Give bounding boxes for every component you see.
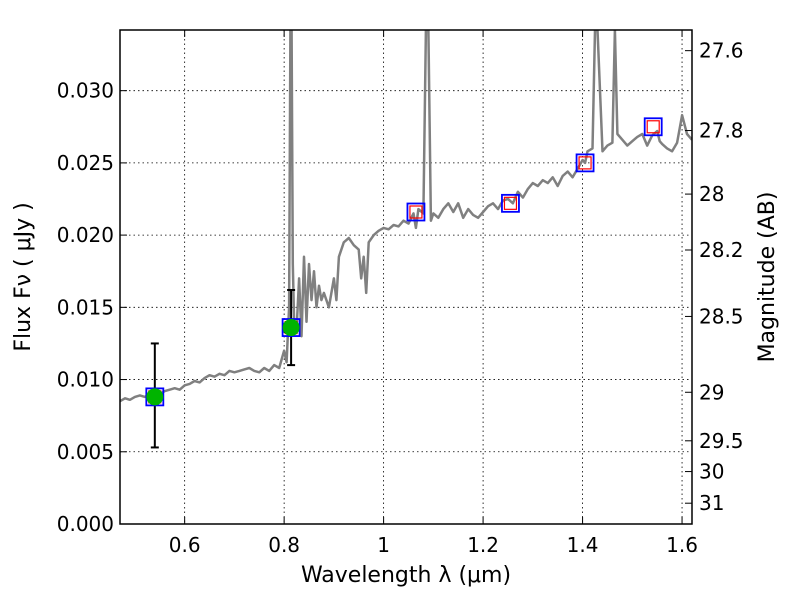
right-tick-label: 31 [699,491,724,515]
y-tick-label: 0.025 [57,151,114,175]
right-tick-label: 27.6 [699,39,744,63]
right-tick-label: 29 [699,380,724,404]
right-tick-label: 28 [699,182,724,206]
x-axis-label: Wavelength λ (μm) [301,563,511,588]
model-point-inner [503,196,518,210]
plot-frame [119,29,693,525]
y-axis-label: Flux Fν ( μJy ) [11,202,36,351]
error-bars [150,289,296,449]
x-tick-label: 1.2 [467,533,499,557]
model-point-box [575,153,595,173]
right-tick-label: 28.2 [699,238,744,262]
observed-point [146,388,164,406]
x-tick-label: 0.8 [268,533,300,557]
y-tick-label: 0.020 [57,223,114,247]
right-tick-label: 28.5 [699,304,744,328]
model-point-box [406,202,426,222]
model-point-inner [646,120,660,134]
right-tick-label: 30 [699,460,724,484]
x-tick-label: 1.4 [567,533,599,557]
right-tick-label: 27.8 [699,119,744,143]
observed-points [146,319,300,406]
model-point-box [501,193,520,213]
spectrum-line [120,30,692,403]
y-tick-label: 0.030 [57,79,114,103]
grid-lines [120,30,692,524]
model-point-inner [409,205,423,219]
y-tick-label: 0.015 [57,295,114,319]
x-tick-label: 1 [377,533,390,557]
y-tick-label: 0.010 [57,368,114,392]
observed-point [282,319,300,337]
x-tick-label: 0.6 [169,533,201,557]
y-tick-label: 0.000 [57,512,114,536]
x-tick-label: 1.6 [666,533,698,557]
y-tick-label: 0.005 [57,440,114,464]
spectrum-series [120,30,692,403]
right-axis-label: Magnitude (AB) [755,192,780,363]
model-point-box [643,117,663,137]
model-point-inner [578,156,592,170]
right-tick-label: 29.5 [699,429,744,453]
axis-ticks: 0.6 0.8 1 1.2 1.4 1.6 0.000 0.005 0.010 0.015 0.02… [57,30,744,557]
